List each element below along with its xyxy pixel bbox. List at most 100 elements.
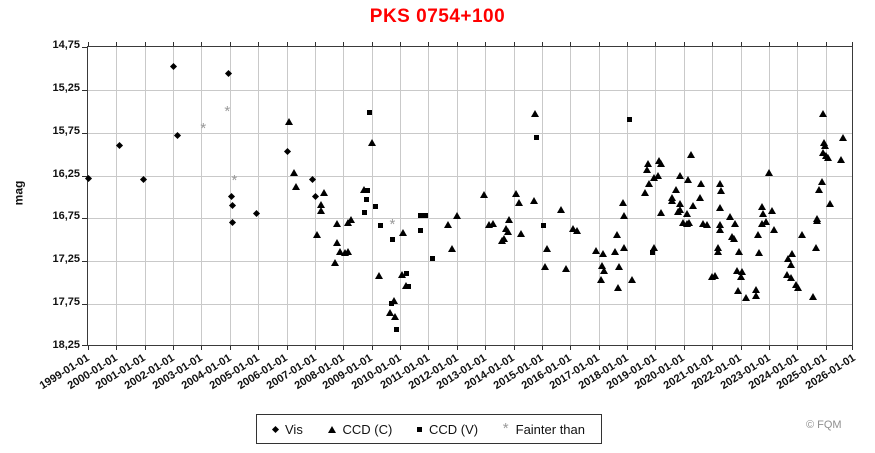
- data-point-triangle: [504, 228, 513, 236]
- data-point-square: [540, 222, 546, 228]
- data-point-diamond: [224, 70, 233, 78]
- legend-item-fainter-than: * Fainter than: [503, 421, 585, 437]
- x-axis-tick-top: [314, 42, 316, 46]
- data-point-triangle: [642, 165, 651, 173]
- data-point-triangle: [767, 206, 776, 214]
- data-point-triangle: [752, 291, 761, 299]
- x-axis-tick-top: [400, 42, 402, 46]
- data-point-triangle: [685, 218, 694, 226]
- data-point-triangle: [757, 220, 766, 228]
- x-axis-tick: [541, 346, 543, 350]
- data-point-square: [362, 209, 368, 215]
- x-axis-tick-top: [570, 42, 572, 46]
- legend-label-fainter-than: Fainter than: [515, 421, 585, 437]
- gridline-vertical: [712, 47, 714, 345]
- gridline-vertical: [144, 47, 146, 345]
- data-point-triangle: [573, 227, 582, 235]
- data-point-triangle: [643, 160, 652, 168]
- data-point-triangle: [783, 254, 792, 262]
- data-point-triangle: [628, 276, 637, 284]
- data-point-square: [394, 327, 400, 333]
- x-axis-tick-top: [343, 42, 345, 46]
- data-point-square: [406, 283, 412, 289]
- x-axis-tick-top: [852, 42, 853, 46]
- x-axis-tick: [173, 346, 175, 350]
- x-axis-tick: [683, 346, 685, 350]
- gridline-vertical: [655, 47, 657, 345]
- data-point-triangle: [741, 294, 750, 302]
- data-point-triangle: [698, 219, 707, 227]
- x-axis-tick: [428, 346, 430, 350]
- x-axis-tick: [144, 346, 146, 350]
- data-point-diamond: [140, 175, 148, 183]
- data-point-triangle: [592, 247, 601, 254]
- data-point-square: [403, 270, 409, 276]
- x-axis-tick: [343, 346, 345, 350]
- data-point-triangle: [812, 217, 821, 224]
- y-tick-label: 14,75: [52, 39, 80, 51]
- data-point-triangle: [599, 266, 608, 274]
- data-point-triangle: [758, 203, 767, 211]
- data-point-triangle: [336, 247, 345, 255]
- data-point-triangle: [752, 286, 761, 294]
- data-point-triangle: [838, 133, 847, 141]
- x-axis-tick-top: [229, 42, 231, 46]
- data-point-square: [422, 213, 428, 219]
- data-point-triangle: [332, 219, 341, 227]
- data-point-triangle: [480, 191, 489, 199]
- data-point-square: [430, 256, 436, 262]
- x-axis-tick-top: [740, 42, 742, 46]
- data-point-triangle: [754, 248, 763, 256]
- data-point-triangle: [343, 218, 352, 226]
- data-point-triangle: [787, 274, 796, 282]
- data-point-triangle: [285, 117, 294, 125]
- chart-title: PKS 0754+100: [369, 6, 506, 27]
- data-point-asterisk: *: [200, 120, 207, 138]
- data-point-triangle: [733, 266, 742, 274]
- data-point-asterisk: *: [224, 103, 231, 121]
- gridline-vertical: [343, 47, 345, 345]
- data-point-triangle: [500, 235, 509, 242]
- x-axis-tick-top: [541, 42, 543, 46]
- data-point-square: [364, 187, 370, 193]
- legend-label-ccd-c: CCD (C): [342, 421, 393, 437]
- data-point-diamond: [311, 192, 319, 201]
- gridline-vertical: [627, 47, 629, 345]
- y-tick-label: 17,75: [52, 296, 80, 309]
- data-point-square: [389, 236, 395, 242]
- diamond-marker-icon: [271, 425, 280, 433]
- x-axis-tick: [116, 346, 118, 350]
- x-axis-tick: [570, 346, 572, 350]
- y-tick-label: 15,75: [52, 124, 80, 137]
- data-point-triangle: [817, 178, 826, 186]
- data-point-triangle: [562, 265, 571, 272]
- x-axis-tick-top: [144, 42, 146, 46]
- gridline-vertical: [541, 47, 543, 345]
- gridline-vertical: [173, 47, 175, 345]
- data-point-triangle: [514, 199, 523, 206]
- data-point-asterisk: *: [231, 171, 238, 189]
- data-point-triangle: [675, 172, 684, 180]
- x-axis-tick-top: [627, 42, 629, 46]
- data-point-triangle: [809, 293, 818, 301]
- x-axis-tick: [627, 346, 629, 350]
- y-axis-tick: [82, 175, 87, 177]
- legend-item-vis: Vis: [271, 422, 303, 437]
- x-axis-tick-top: [428, 42, 430, 46]
- gridline-vertical: [768, 47, 770, 345]
- legend-item-ccd-c: CCD (C): [327, 421, 393, 437]
- gridline-horizontal: [88, 132, 852, 134]
- data-point-triangle: [657, 160, 666, 168]
- x-axis-tick: [201, 346, 203, 350]
- triangle-marker-icon: [327, 425, 336, 433]
- x-axis-tick: [400, 346, 402, 350]
- copyright-note: © FQM: [806, 419, 842, 431]
- data-point-triangle: [641, 188, 650, 196]
- y-tick-label: 17,25: [52, 253, 80, 266]
- data-point-triangle: [715, 226, 724, 234]
- data-point-square: [650, 250, 656, 256]
- data-point-triangle: [556, 205, 565, 213]
- data-point-triangle: [385, 308, 394, 316]
- data-point-triangle: [649, 244, 658, 252]
